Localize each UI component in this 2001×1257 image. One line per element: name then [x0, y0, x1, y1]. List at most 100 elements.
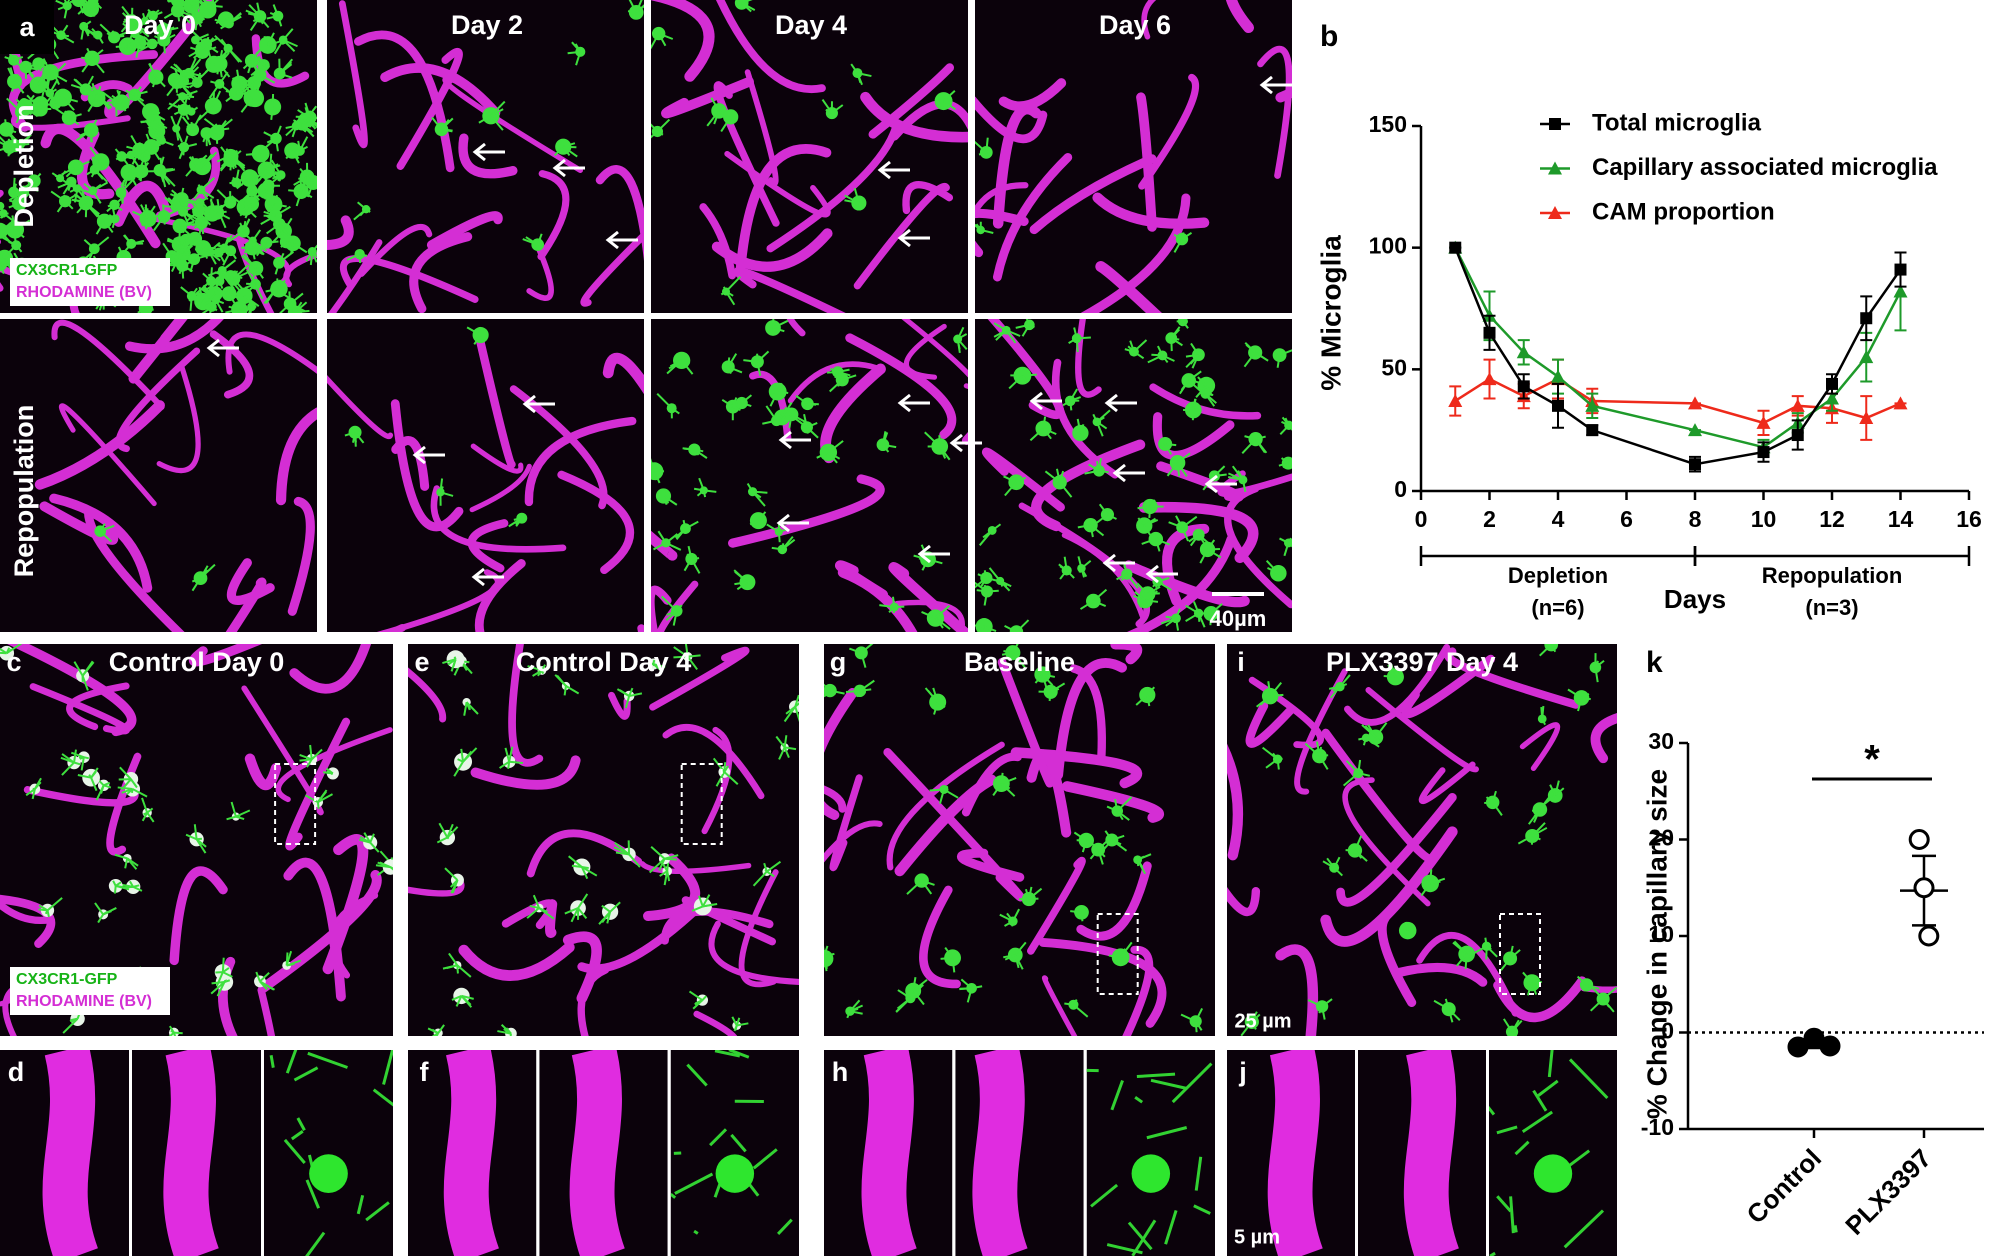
process	[581, 866, 598, 877]
process	[251, 229, 262, 242]
process	[15, 111, 23, 124]
vessel	[1377, 913, 1417, 1008]
process	[259, 63, 269, 76]
process	[1003, 475, 1017, 484]
process	[218, 280, 224, 289]
process	[653, 663, 666, 669]
process	[1185, 353, 1199, 358]
phase-label: Repopulation	[1762, 563, 1903, 588]
process	[214, 289, 219, 295]
process	[1489, 1251, 1496, 1256]
process	[218, 83, 230, 92]
process	[175, 114, 183, 129]
process	[243, 253, 257, 269]
process	[741, 0, 753, 4]
process	[975, 223, 982, 231]
point	[1908, 829, 1930, 850]
process	[706, 110, 720, 127]
process	[120, 102, 127, 112]
inset-box	[680, 763, 723, 845]
process	[983, 625, 997, 632]
process	[305, 1231, 326, 1256]
process	[735, 1017, 741, 1026]
process	[727, 365, 743, 374]
process	[1028, 323, 1035, 329]
process	[453, 656, 457, 660]
process	[1526, 982, 1533, 996]
process	[1159, 443, 1166, 450]
process	[1176, 462, 1188, 477]
process	[1092, 588, 1108, 602]
vessel	[1294, 668, 1348, 795]
process	[168, 1025, 175, 1034]
process	[62, 96, 75, 111]
vessel	[509, 385, 608, 510]
legend-label: CAM proportion	[1592, 198, 1775, 225]
process	[285, 125, 297, 137]
process	[791, 413, 807, 424]
vessel	[426, 211, 503, 250]
process	[1143, 519, 1159, 527]
process	[311, 748, 323, 761]
process	[490, 115, 504, 131]
marker	[1516, 345, 1531, 359]
vessel	[868, 63, 955, 139]
process	[78, 756, 84, 759]
micrograph	[0, 1050, 129, 1256]
vessel	[1320, 826, 1458, 947]
marker	[1688, 423, 1702, 437]
process	[278, 262, 281, 265]
vessel	[241, 685, 324, 816]
vessel	[860, 91, 968, 143]
process	[656, 118, 671, 133]
process	[63, 5, 69, 19]
process	[860, 644, 874, 654]
process	[1568, 1058, 1609, 1100]
process	[179, 187, 185, 203]
process	[980, 228, 994, 234]
process	[365, 1201, 390, 1222]
process	[836, 371, 840, 387]
process	[173, 108, 185, 116]
process	[1509, 949, 1521, 960]
process	[162, 242, 173, 257]
process	[1006, 912, 1014, 922]
process	[959, 987, 972, 990]
micrograph	[327, 319, 644, 632]
process	[23, 98, 37, 104]
process	[285, 952, 289, 966]
process	[161, 139, 174, 147]
process	[897, 989, 911, 999]
process	[1012, 652, 1026, 669]
process	[182, 135, 189, 148]
process	[1114, 956, 1122, 963]
process	[1452, 941, 1468, 955]
marker	[1860, 312, 1873, 325]
process	[1433, 999, 1450, 1011]
process	[167, 95, 184, 111]
process	[439, 488, 445, 494]
vessel	[651, 585, 672, 632]
process	[1286, 457, 1290, 464]
process	[62, 96, 79, 103]
phase-bracket	[1693, 546, 1971, 566]
process	[266, 203, 275, 213]
process	[565, 685, 580, 695]
process	[1358, 736, 1367, 741]
process	[1531, 808, 1541, 812]
process	[173, 63, 186, 76]
process	[615, 851, 630, 856]
process	[185, 239, 192, 254]
process	[4, 119, 8, 130]
process	[1517, 835, 1533, 845]
process	[134, 32, 148, 40]
process	[177, 243, 181, 249]
process	[1267, 567, 1279, 575]
process	[1147, 354, 1163, 364]
process	[892, 596, 896, 608]
process	[1157, 577, 1170, 583]
process	[230, 280, 246, 297]
vessel	[409, 232, 473, 313]
vessel	[724, 150, 831, 218]
process	[635, 4, 644, 14]
